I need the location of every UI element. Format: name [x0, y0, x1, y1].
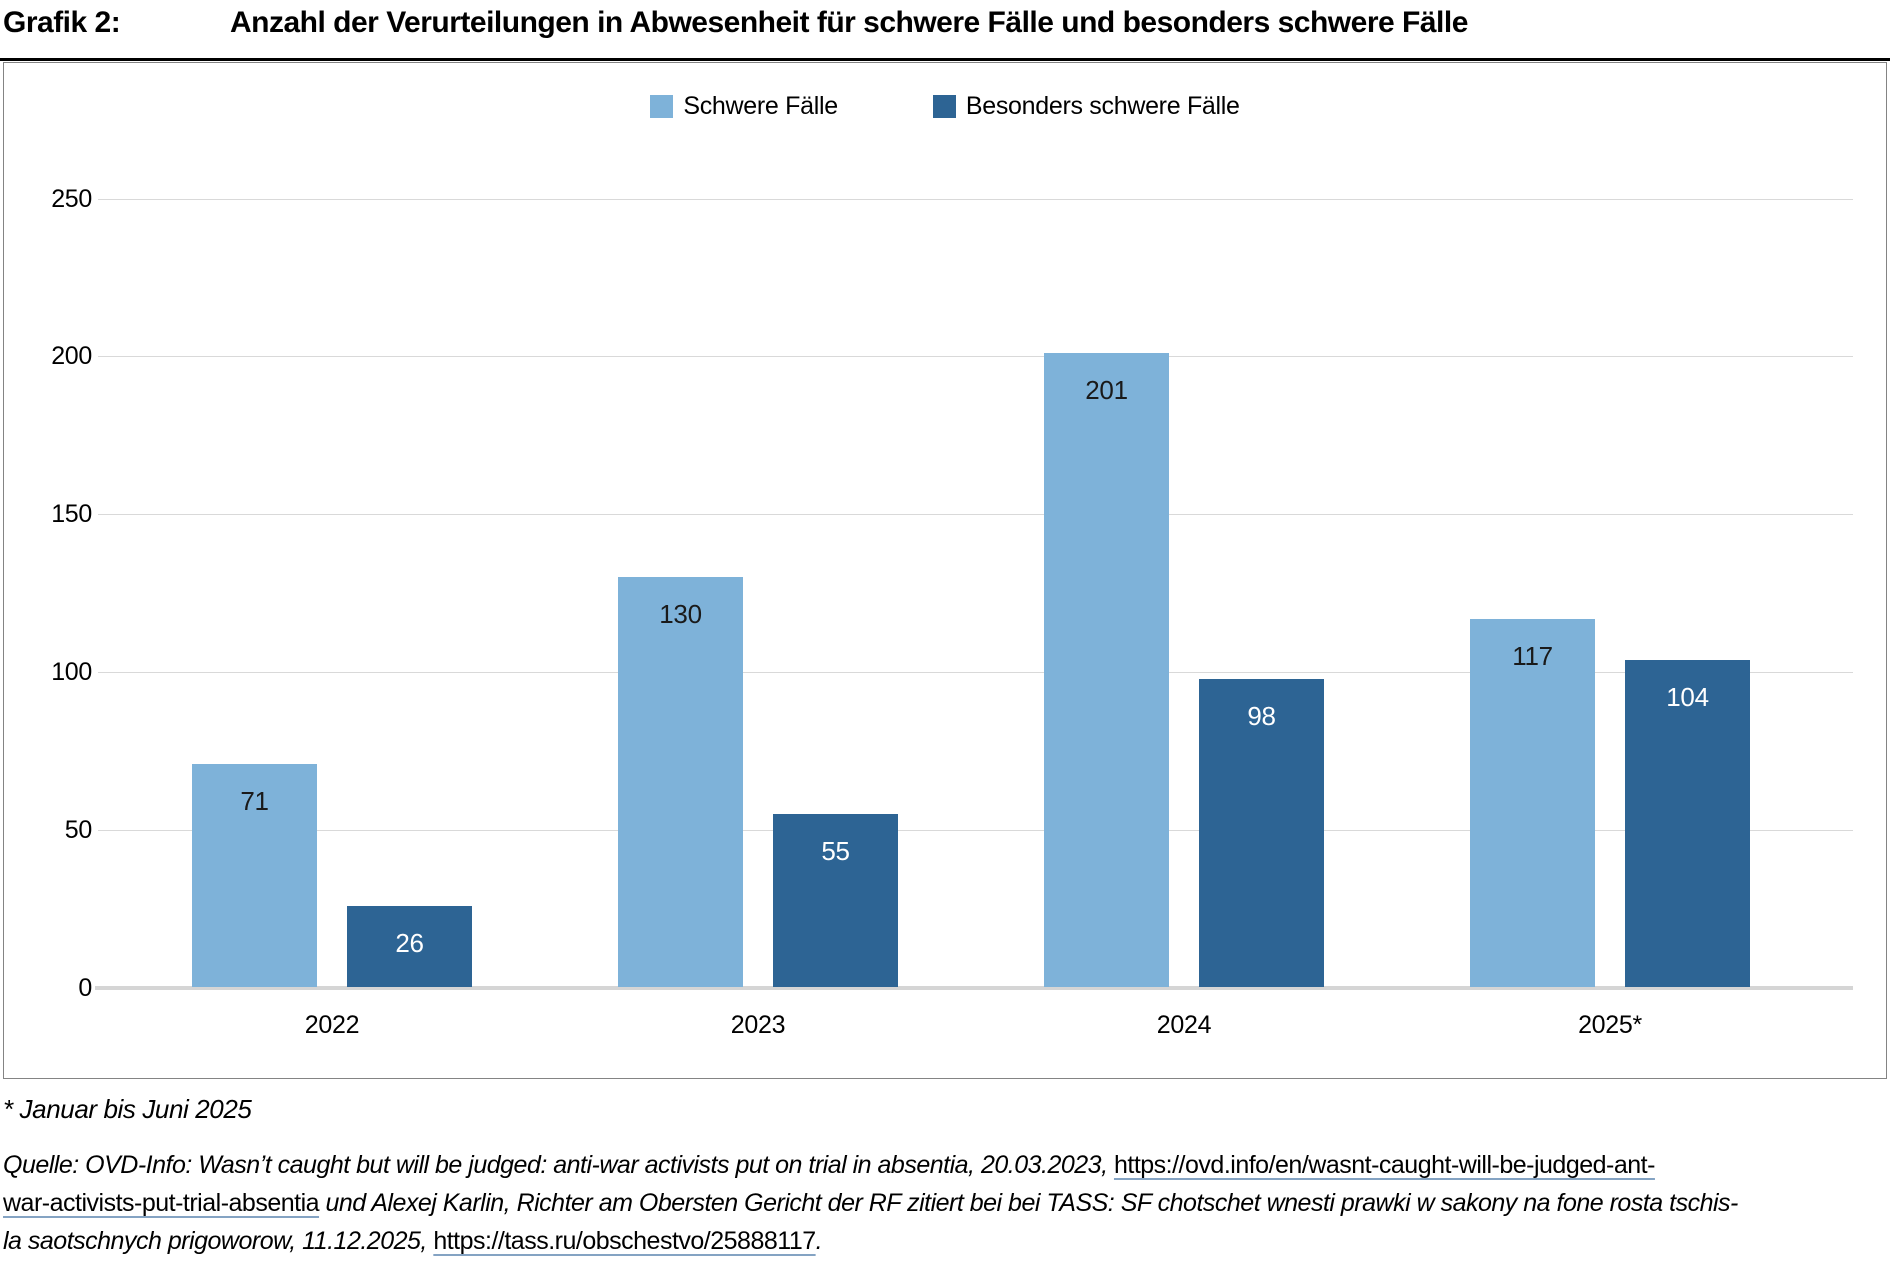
gridline-y-100: [98, 672, 1853, 673]
bar-besonders-schwere-faelle-2023: 55: [773, 814, 898, 987]
gridline-y-250: [98, 199, 1853, 200]
source-text: .: [815, 1227, 823, 1255]
y-axis-tick-label: 200: [51, 342, 92, 370]
bar-besonders-schwere-faelle-2022: 26: [347, 906, 472, 987]
source-link[interactable]: war-activists-put-trial-absentia: [3, 1189, 320, 1217]
x-axis-label-2025*: 2025*: [1578, 1011, 1642, 1039]
source-text: la saotschnych prigoworow, 11.12.2025,: [3, 1227, 434, 1255]
figure-number-label: Grafik 2:: [3, 6, 121, 39]
chart-legend: Schwere Fälle Besonders schwere Fälle: [0, 92, 1890, 121]
source-text: Quelle: OVD-Info: Wasn’t caught but will…: [3, 1151, 1114, 1179]
bar-value-label: 117: [1512, 641, 1553, 671]
source-link[interactable]: https://tass.ru/obschestvo/25888117: [433, 1227, 816, 1255]
legend-label-schwere-faelle: Schwere Fälle: [683, 92, 838, 120]
x-axis-label-2023: 2023: [730, 1011, 786, 1039]
bar-value-label: 98: [1247, 701, 1276, 731]
source-line: war-activists-put-trial-absentia und Ale…: [3, 1184, 1887, 1222]
bar-schwere-faelle-2022: 71: [192, 764, 317, 987]
source-link[interactable]: https://ovd.info/en/wasnt-caught-will-be…: [1113, 1151, 1655, 1179]
source-text: und Alexej Karlin, Richter am Obersten G…: [319, 1189, 1738, 1217]
footnote-januar-juni: * Januar bis Juni 2025: [3, 1094, 252, 1124]
figure-title-row: Grafik 2: Anzahl der Verurteilungen in A…: [0, 6, 1890, 52]
y-axis-tick-label: 0: [78, 974, 92, 1002]
source-line: Quelle: OVD-Info: Wasn’t caught but will…: [3, 1146, 1887, 1184]
bar-schwere-faelle-2024: 201: [1044, 353, 1169, 987]
bar-besonders-schwere-faelle-2024: 98: [1199, 679, 1324, 987]
source-block: Quelle: OVD-Info: Wasn’t caught but will…: [3, 1146, 1887, 1260]
source-line: la saotschnych prigoworow, 11.12.2025, h…: [3, 1222, 1887, 1260]
bar-value-label: 104: [1666, 682, 1709, 712]
bar-value-label: 26: [395, 928, 424, 958]
bar-schwere-faelle-2025*: 117: [1470, 619, 1595, 987]
y-axis-tick-label: 250: [51, 185, 92, 213]
legend-swatch-besonders-schwere-faelle: [932, 95, 956, 118]
x-axis-label-2022: 2022: [304, 1011, 360, 1039]
y-axis-tick-label: 50: [64, 816, 93, 844]
bar-value-label: 201: [1085, 375, 1128, 405]
x-axis-baseline: [95, 986, 1853, 990]
legend-item-besonders-schwere-faelle: Besonders schwere Fälle: [932, 92, 1240, 121]
bar-besonders-schwere-faelle-2025*: 104: [1625, 660, 1750, 987]
bar-value-label: 71: [240, 786, 269, 816]
bar-value-label: 55: [821, 836, 850, 866]
bar-schwere-faelle-2023: 130: [618, 577, 743, 987]
bar-value-label: 130: [659, 599, 702, 629]
gridline-y-200: [98, 356, 1853, 357]
x-axis-label-2024: 2024: [1156, 1011, 1212, 1039]
title-underline-rule: [0, 58, 1890, 61]
gridline-y-50: [98, 830, 1853, 831]
y-axis-tick-label: 150: [51, 500, 92, 528]
figure-title: Anzahl der Verurteilungen in Abwesenheit…: [230, 6, 1468, 39]
gridline-y-150: [98, 514, 1853, 515]
legend-label-besonders-schwere-faelle: Besonders schwere Fälle: [965, 92, 1240, 120]
legend-swatch-schwere-faelle: [650, 95, 674, 118]
y-axis-tick-label: 100: [51, 658, 92, 686]
legend-item-schwere-faelle: Schwere Fälle: [650, 92, 838, 121]
